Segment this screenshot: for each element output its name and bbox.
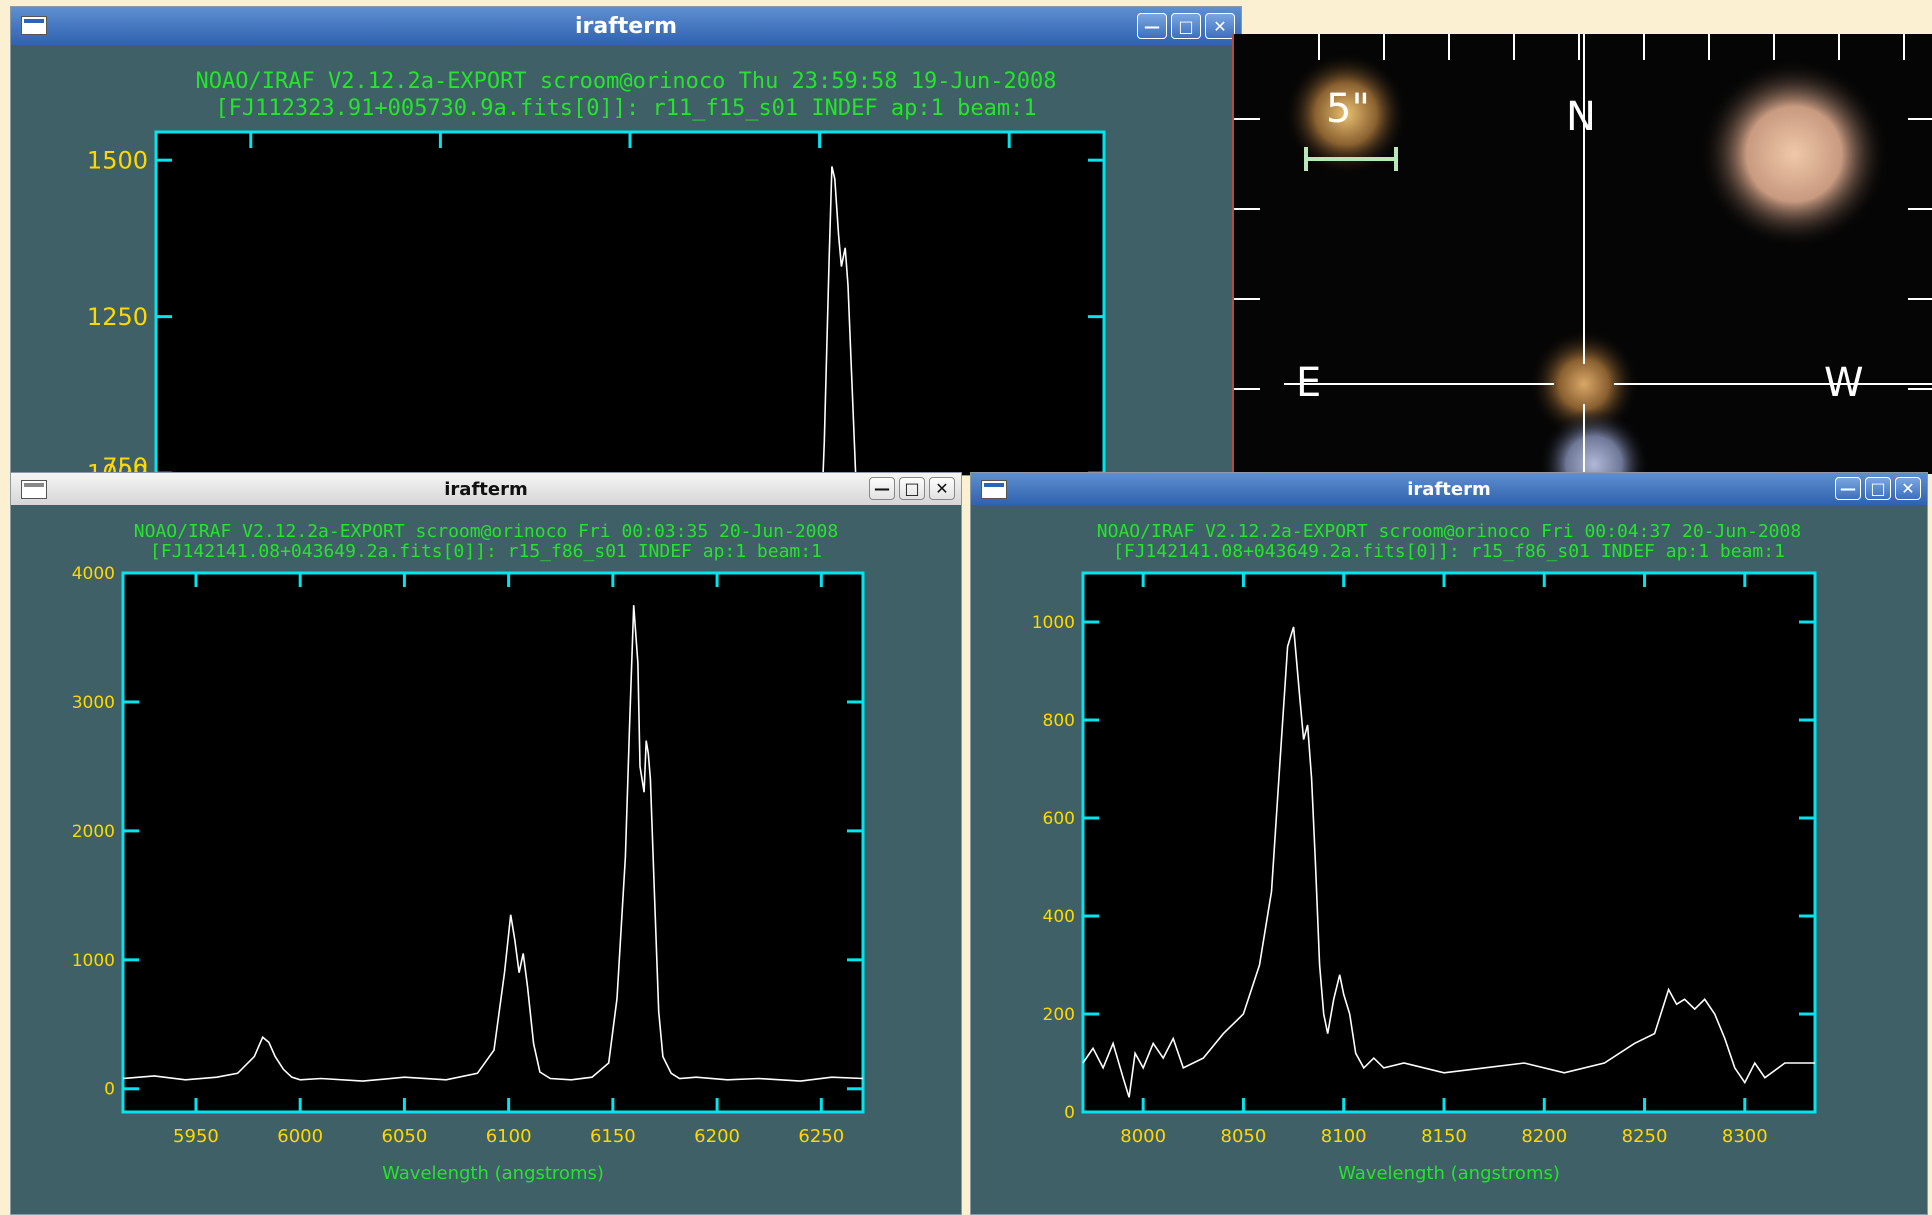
window-menu-icon[interactable]	[21, 480, 47, 499]
x-tick-label: 6250	[798, 1126, 844, 1147]
plot-header-line1: NOAO/IRAF V2.12.2a-EXPORT scroom@orinoco…	[195, 69, 1057, 94]
close-icon[interactable]: ✕	[1205, 13, 1235, 39]
plot-header-line1: NOAO/IRAF V2.12.2a-EXPORT scroom@orinoco…	[133, 521, 839, 542]
window-menu-icon[interactable]	[981, 480, 1007, 499]
y-tick-label: 4000	[72, 564, 115, 584]
x-tick-label: 8200	[1521, 1126, 1567, 1147]
y-tick-label: 800	[1043, 711, 1075, 731]
minimize-icon[interactable]: —	[1137, 13, 1167, 39]
spectrum-line	[122, 605, 864, 1082]
x-tick-label: 5950	[173, 1126, 219, 1147]
galaxy-blob	[1699, 59, 1889, 249]
y-tick-label: 3000	[72, 693, 115, 713]
title-bar[interactable]: irafterm — □ ✕	[11, 473, 961, 505]
y-tick-label: 0	[104, 1080, 115, 1100]
spectrum-line	[822, 166, 857, 475]
x-tick-label: 6000	[277, 1126, 323, 1147]
y-tick-label: 1000	[1032, 613, 1075, 633]
plot-header-line1: NOAO/IRAF V2.12.2a-EXPORT scroom@orinoco…	[1096, 521, 1802, 542]
minimize-icon[interactable]: —	[869, 477, 895, 500]
plot-area	[154, 130, 1106, 475]
y-tick-label: 400	[1043, 907, 1075, 927]
y-tick-label: 1250	[87, 303, 148, 331]
x-axis-label: Wavelength (angstroms)	[1338, 1163, 1560, 1184]
x-tick-label: 8300	[1722, 1126, 1768, 1147]
plot-area	[1081, 571, 1817, 1114]
window-menu-icon[interactable]	[21, 16, 47, 35]
west-label: W	[1824, 360, 1864, 406]
x-tick-label: 6100	[486, 1126, 532, 1147]
east-label: E	[1296, 360, 1322, 406]
galaxy-blob	[1539, 409, 1649, 474]
window-title: irafterm	[444, 478, 528, 500]
y-tick-label: 600	[1043, 809, 1075, 829]
plot-header-line2: [FJ142141.08+043649.2a.fits[0]]: r15_f86…	[150, 541, 822, 562]
sky-image-overlay	[1234, 34, 1932, 474]
plot-area	[121, 571, 865, 1114]
spectrum-plot-left: 0 1000 2000 3000 4000 5950 6000 6050 6100 6150 620…	[72, 564, 865, 1184]
y-tick-label: 1000	[87, 460, 148, 476]
x-tick-label: 6200	[694, 1126, 740, 1147]
plot-header-line2: [FJ142141.08+043649.2a.fits[0]]: r15_f86…	[1113, 541, 1785, 562]
spectrum-line	[1082, 626, 1815, 1098]
galaxy-blob	[1284, 52, 1408, 176]
x-axis-label: Wavelength (angstroms)	[382, 1163, 604, 1184]
minimize-icon[interactable]: —	[1835, 477, 1861, 500]
x-tick-label: 8050	[1221, 1126, 1267, 1147]
sky-image-panel: 5" N E W	[1232, 34, 1932, 474]
x-tick-label: 8150	[1421, 1126, 1467, 1147]
north-label: N	[1566, 94, 1596, 140]
x-tick-label: 8250	[1622, 1126, 1668, 1147]
irafterm-window-top[interactable]: irafterm — □ ✕ NOAO/IRAF V2.12.2a-EXPORT…	[10, 6, 1242, 476]
window-title: irafterm	[574, 13, 678, 39]
y-tick-label: 1000	[72, 951, 115, 971]
close-icon[interactable]: ✕	[1895, 477, 1921, 500]
title-bar[interactable]: irafterm — □ ✕	[971, 473, 1927, 505]
y-tick-label: 2000	[72, 822, 115, 842]
y-tick-label: 750	[102, 453, 148, 476]
x-tick-label: 6050	[382, 1126, 428, 1147]
maximize-icon[interactable]: □	[1171, 13, 1201, 39]
x-tick-label: 8100	[1321, 1126, 1367, 1147]
plot-header-line2: [FJ112323.91+005730.9a.fits[0]]: r11_f15…	[215, 96, 1037, 121]
y-tick-label: 1500	[87, 147, 148, 175]
irafterm-window-left[interactable]: irafterm — □ ✕ NOAO/IRAF V2.12.2a-EXPORT…	[10, 472, 962, 1215]
y-tick-label: 200	[1043, 1005, 1075, 1025]
maximize-icon[interactable]: □	[1865, 477, 1891, 500]
spectrum-plot-right: 0 200 400 600 800 1000 8000 8050 8100 8150 8200 825…	[1032, 571, 1817, 1184]
scale-bar-label: 5"	[1326, 86, 1370, 132]
close-icon[interactable]: ✕	[929, 477, 955, 500]
title-bar[interactable]: irafterm — □ ✕	[11, 7, 1241, 45]
x-tick-label: 8000	[1120, 1126, 1166, 1147]
y-tick-label: 0	[1064, 1103, 1075, 1123]
irafterm-window-right[interactable]: irafterm — □ ✕ NOAO/IRAF V2.12.2a-EXPORT…	[970, 472, 1928, 1215]
x-tick-label: 6150	[590, 1126, 636, 1147]
maximize-icon[interactable]: □	[899, 477, 925, 500]
spectrum-plot-top: 1000 1250 1500 750	[87, 130, 1106, 476]
galaxy-blob	[1529, 329, 1639, 439]
window-title: irafterm	[1407, 478, 1491, 500]
